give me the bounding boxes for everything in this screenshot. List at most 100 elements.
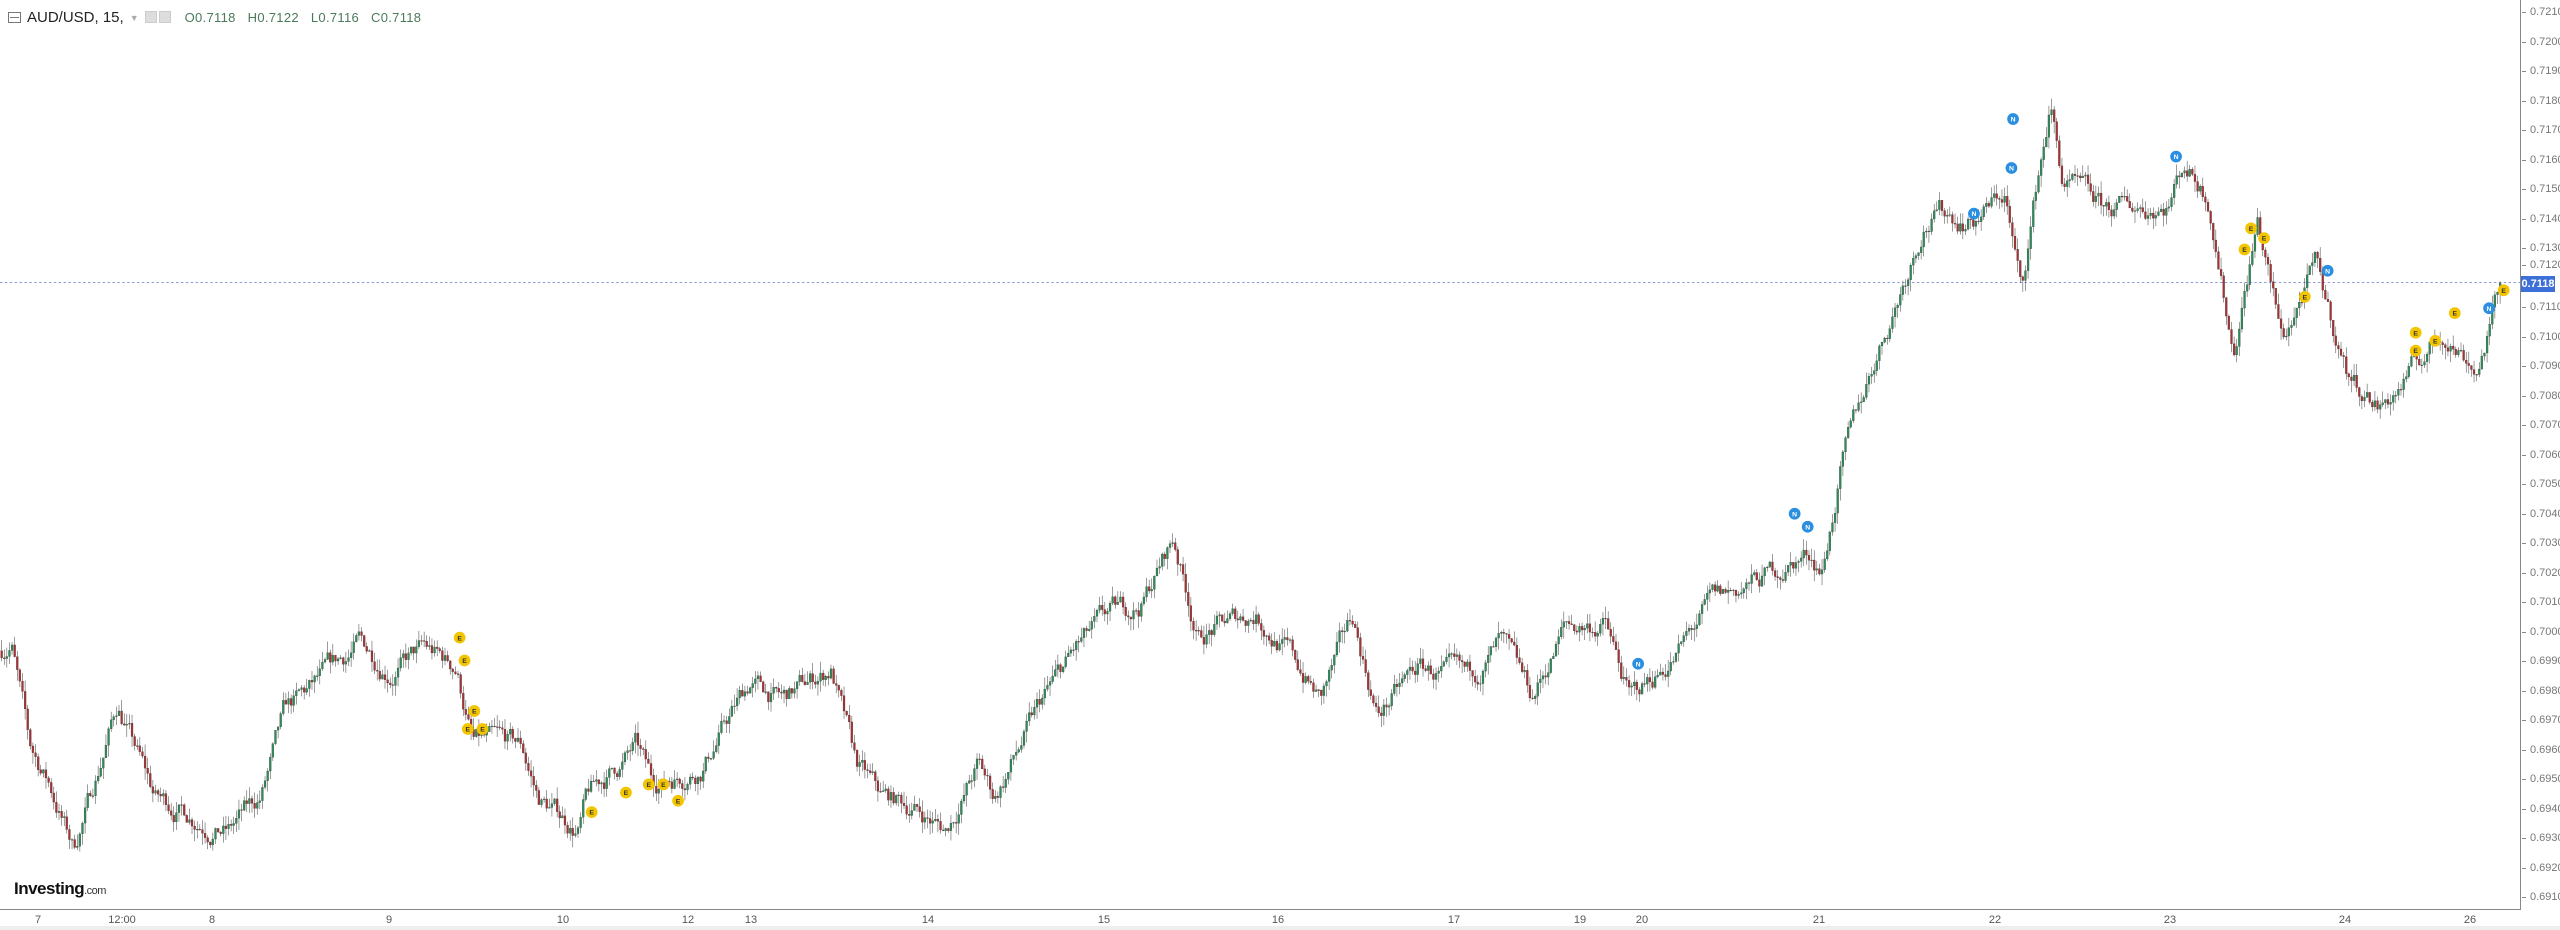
- candle[interactable]: [42, 769, 45, 774]
- candle[interactable]: [110, 719, 113, 729]
- candle[interactable]: [245, 800, 248, 804]
- candle[interactable]: [2016, 249, 2019, 261]
- candle[interactable]: [1873, 370, 1876, 375]
- candle[interactable]: [133, 736, 136, 746]
- candle[interactable]: [2392, 395, 2395, 403]
- candle[interactable]: [149, 773, 152, 787]
- candle[interactable]: [2316, 252, 2319, 259]
- candle[interactable]: [313, 675, 316, 683]
- candle[interactable]: [24, 691, 27, 710]
- candle[interactable]: [1826, 550, 1829, 560]
- candle[interactable]: [47, 777, 50, 783]
- candle[interactable]: [2397, 389, 2400, 396]
- candle[interactable]: [676, 778, 679, 780]
- candle[interactable]: [2352, 374, 2356, 381]
- candle[interactable]: [908, 814, 911, 816]
- candle[interactable]: [647, 758, 650, 764]
- candle[interactable]: [1750, 574, 1753, 584]
- candle[interactable]: [516, 737, 520, 742]
- candle[interactable]: [2170, 197, 2173, 207]
- candle[interactable]: [1038, 699, 1041, 705]
- candle[interactable]: [2279, 318, 2283, 329]
- economic-event-marker[interactable]: E: [2497, 284, 2510, 297]
- candle[interactable]: [243, 800, 246, 811]
- candle[interactable]: [2186, 170, 2189, 177]
- candle[interactable]: [2308, 265, 2311, 275]
- candle[interactable]: [1552, 656, 1555, 660]
- candle[interactable]: [1377, 706, 1380, 714]
- candle[interactable]: [318, 668, 321, 676]
- candle[interactable]: [1093, 616, 1096, 622]
- candle[interactable]: [1390, 693, 1393, 706]
- candle[interactable]: [39, 769, 42, 774]
- candle[interactable]: [2180, 172, 2184, 178]
- x-axis[interactable]: [0, 909, 2521, 910]
- candle[interactable]: [1583, 628, 1586, 631]
- candle[interactable]: [5, 656, 8, 659]
- candle[interactable]: [407, 652, 410, 660]
- candle[interactable]: [1213, 624, 1216, 635]
- candle[interactable]: [2253, 234, 2257, 252]
- economic-event-marker[interactable]: E: [672, 794, 684, 807]
- candle[interactable]: [269, 757, 272, 772]
- candle[interactable]: [232, 823, 235, 826]
- candle[interactable]: [2363, 397, 2366, 402]
- candle[interactable]: [639, 745, 642, 749]
- candle[interactable]: [621, 761, 624, 770]
- candle[interactable]: [456, 673, 460, 675]
- candle[interactable]: [2441, 342, 2444, 345]
- candle[interactable]: [629, 750, 632, 752]
- candle[interactable]: [1106, 611, 1109, 615]
- candle[interactable]: [68, 829, 71, 840]
- candle[interactable]: [1779, 577, 1782, 580]
- candle[interactable]: [2345, 356, 2348, 374]
- candle[interactable]: [704, 756, 707, 772]
- candle[interactable]: [83, 807, 87, 824]
- candle[interactable]: [1661, 671, 1665, 675]
- candle[interactable]: [970, 780, 973, 782]
- candle[interactable]: [613, 767, 616, 774]
- candle[interactable]: [1669, 662, 1672, 672]
- candle[interactable]: [2381, 402, 2384, 405]
- candle[interactable]: [1262, 630, 1266, 637]
- candle[interactable]: [683, 788, 687, 791]
- candle[interactable]: [1734, 589, 1738, 596]
- candle[interactable]: [764, 691, 767, 693]
- candle[interactable]: [1406, 670, 1409, 675]
- candle[interactable]: [2212, 223, 2215, 241]
- candle[interactable]: [2329, 301, 2332, 321]
- candle[interactable]: [60, 811, 63, 818]
- candle[interactable]: [2287, 327, 2290, 337]
- candle[interactable]: [2407, 366, 2410, 377]
- candle[interactable]: [2133, 210, 2137, 212]
- candle[interactable]: [1664, 674, 1667, 677]
- candle[interactable]: [34, 752, 37, 757]
- candle[interactable]: [944, 828, 947, 831]
- candle[interactable]: [2282, 328, 2285, 338]
- candle[interactable]: [2193, 174, 2197, 182]
- candle[interactable]: [1565, 621, 1568, 623]
- candle[interactable]: [1948, 214, 1951, 216]
- candle[interactable]: [1784, 571, 1787, 581]
- candle[interactable]: [290, 698, 293, 706]
- candle[interactable]: [1301, 673, 1305, 683]
- candle[interactable]: [2034, 191, 2037, 201]
- candle[interactable]: [151, 786, 154, 794]
- candle[interactable]: [326, 652, 329, 660]
- candle[interactable]: [2019, 260, 2022, 277]
- candle[interactable]: [574, 833, 577, 836]
- candle[interactable]: [644, 749, 647, 760]
- candle[interactable]: [725, 720, 728, 724]
- candle[interactable]: [1862, 397, 1865, 402]
- candle[interactable]: [1737, 593, 1740, 596]
- candle[interactable]: [788, 688, 791, 699]
- candle[interactable]: [1317, 689, 1320, 691]
- candle[interactable]: [1401, 678, 1404, 684]
- candle[interactable]: [1539, 678, 1542, 683]
- candle[interactable]: [81, 822, 84, 835]
- candle[interactable]: [1648, 677, 1651, 683]
- candle[interactable]: [1119, 596, 1122, 603]
- candle[interactable]: [1753, 572, 1756, 575]
- candle[interactable]: [1382, 704, 1385, 716]
- candle[interactable]: [2483, 352, 2486, 357]
